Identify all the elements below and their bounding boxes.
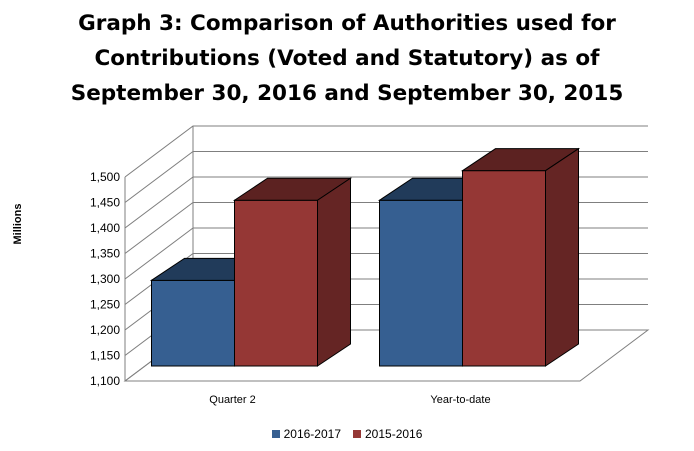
y-tick-label: 1,150	[90, 349, 120, 363]
legend-item: 2016-2017	[271, 427, 341, 441]
y-tick-label: 1,450	[90, 196, 120, 210]
bar-side-face	[317, 177, 351, 367]
legend-label: 2016-2017	[283, 427, 341, 441]
bar	[462, 170, 546, 367]
legend-swatch	[353, 430, 361, 438]
bar	[234, 199, 318, 367]
x-category-label: Year-to-date	[430, 394, 490, 406]
y-tick-label: 1,400	[90, 221, 120, 235]
legend: 2016-2017 2015-2016	[0, 427, 694, 441]
bar-side-face	[545, 147, 579, 367]
x-category-label: Quarter 2	[209, 394, 255, 406]
y-tick-label: 1,350	[90, 247, 120, 261]
y-tick-label: 1,300	[90, 272, 120, 286]
legend-label: 2015-2016	[365, 427, 423, 441]
chart-title-line-1: Graph 3: Comparison of Authorities used …	[78, 11, 616, 36]
legend-item: 2015-2016	[353, 427, 422, 441]
y-tick-label: 1,500	[90, 170, 120, 184]
chart-title: Graph 3: Comparison of Authorities used …	[0, 6, 694, 111]
legend-swatch	[271, 430, 280, 438]
bar	[379, 199, 463, 367]
chart-title-line-2: Contributions (Voted and Statutory) as o…	[94, 46, 600, 71]
y-tick-label: 1,200	[90, 323, 120, 337]
bar	[151, 279, 235, 367]
y-tick-label: 1,100	[90, 374, 120, 388]
y-tick-label: 1,250	[90, 298, 120, 312]
chart-title-line-3: September 30, 2016 and September 30, 201…	[70, 81, 624, 106]
